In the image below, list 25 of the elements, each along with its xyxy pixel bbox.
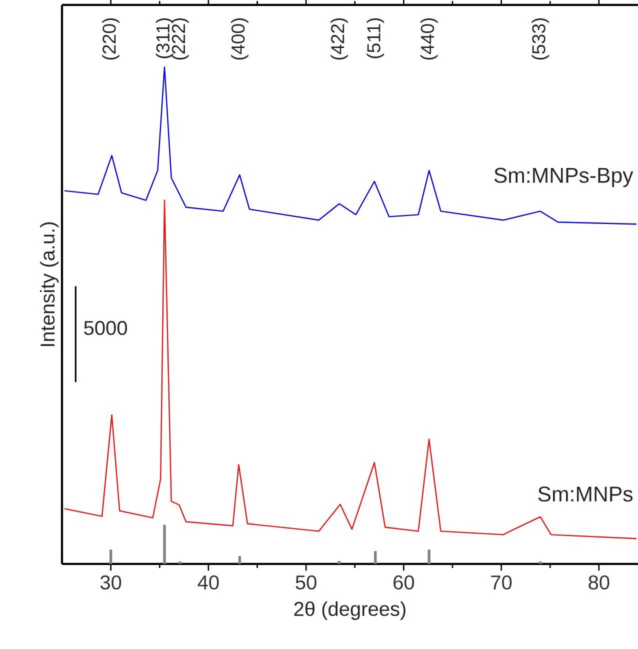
x-tick-label: 30 [100, 575, 122, 590]
text: (220) [102, 18, 120, 60]
text: (422) [330, 18, 348, 60]
bar [163, 524, 166, 564]
text: (533) [532, 18, 550, 60]
x-axis-title: 2θ (degrees) [294, 601, 406, 620]
text: (311) [156, 18, 174, 58]
x-tick-label: 40 [198, 575, 219, 590]
x-tick-label: 50 [296, 575, 316, 590]
y-axis-title: Intensity (a.u.) [40, 222, 59, 346]
bar [109, 550, 112, 564]
annotation: 5000 [84, 320, 127, 336]
bar [238, 556, 242, 564]
text: (400) [230, 18, 248, 60]
text: (511) [366, 18, 384, 58]
x-tick-label: 60 [394, 575, 414, 590]
text: (440) [420, 18, 438, 60]
text: (222) [171, 18, 189, 60]
bar [428, 550, 430, 564]
bar [338, 561, 341, 564]
x-tick-label: 70 [491, 575, 512, 590]
series-label: Sm:MNPs-Bpy [494, 168, 634, 188]
x-tick-label: 80 [588, 575, 610, 590]
bar [374, 551, 377, 564]
series-label: Sm:MNPs [538, 486, 632, 502]
